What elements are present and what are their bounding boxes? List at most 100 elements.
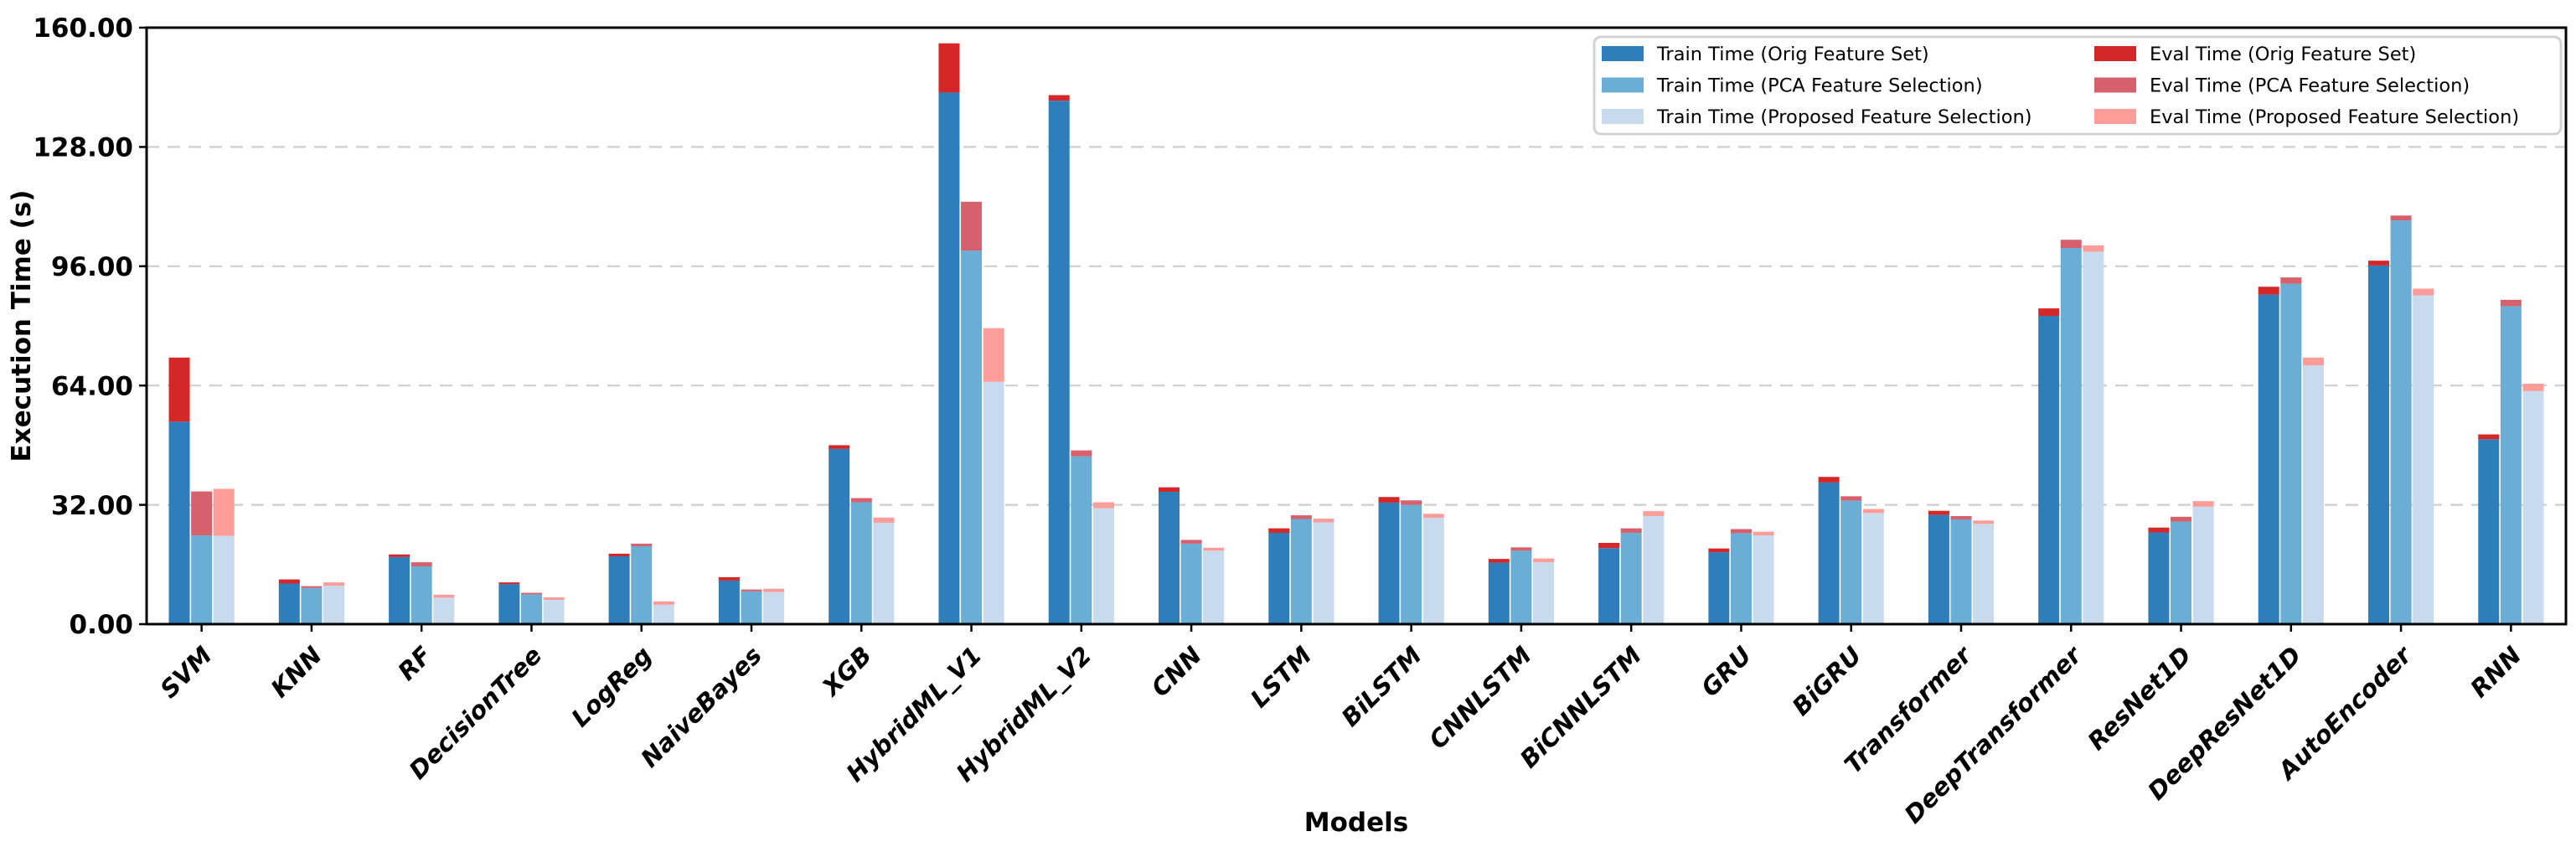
bar-train-pca-BiGRU <box>1840 500 1862 624</box>
bar-eval-orig-XGB <box>829 445 850 449</box>
x-tick-label: BiGRU <box>1787 641 1867 721</box>
bar-eval-proposed-LSTM <box>1313 519 1334 523</box>
bar-train-orig-CNNLSTM <box>1488 562 1510 624</box>
bar-eval-pca-HybridML_V2 <box>1071 450 1092 457</box>
bar-eval-proposed-NaiveBayes <box>763 588 785 592</box>
bar-train-proposed-DeepTransformer <box>2083 251 2104 624</box>
bar-train-proposed-RF <box>433 597 455 624</box>
tick-labels: 0.00 32.00 64.00 96.00 128.00 160.00 SVM KNN RF D… <box>33 13 2527 829</box>
x-tick-label: BiLSTM <box>1336 641 1427 732</box>
legend-swatch-train-orig <box>1602 46 1644 61</box>
bar-train-orig-HybridML_V2 <box>1048 101 1070 625</box>
legend-label-eval-orig: Eval Time (Orig Feature Set) <box>2150 44 2416 65</box>
bar-train-orig-AutoEncoder <box>2367 265 2389 624</box>
bar-eval-pca-DecisionTree <box>520 592 542 595</box>
bar-eval-orig-SVM <box>168 357 190 422</box>
bar-eval-proposed-LogReg <box>653 601 674 605</box>
bar-eval-proposed-BiGRU <box>1862 509 1884 514</box>
bar-eval-orig-AutoEncoder <box>2367 261 2389 266</box>
bar-train-proposed-DeepResNet1D <box>2302 365 2324 624</box>
bar-eval-orig-KNN <box>278 579 300 584</box>
x-tick-label: KNN <box>266 641 328 703</box>
bar-eval-pca-AutoEncoder <box>2390 215 2412 221</box>
bar-eval-proposed-DeepTransformer <box>2083 245 2104 252</box>
bar-eval-proposed-RNN <box>2522 383 2544 391</box>
gridlines <box>147 146 2566 506</box>
bar-eval-orig-DeepResNet1D <box>2258 287 2279 295</box>
y-tick-label: 128.00 <box>33 133 133 163</box>
legend: Train Time (Orig Feature Set) Train Time … <box>1593 35 2563 136</box>
bar-eval-orig-LogReg <box>608 553 630 557</box>
bar-train-pca-BiCNNLSTM <box>1620 532 1642 624</box>
bar-eval-proposed-BiLSTM <box>1422 514 1444 519</box>
bar-train-pca-ResNet1D <box>2171 521 2192 624</box>
bar-train-orig-NaiveBayes <box>718 580 740 624</box>
bar-eval-pca-ResNet1D <box>2171 516 2192 522</box>
legend-label-eval-proposed: Eval Time (Proposed Feature Selection) <box>2150 106 2519 128</box>
bar-train-pca-DecisionTree <box>520 594 542 624</box>
bar-eval-orig-BiGRU <box>1818 477 1840 483</box>
bar-eval-proposed-HybridML_V1 <box>983 328 1004 382</box>
bar-eval-orig-LSTM <box>1268 528 1290 533</box>
bar-train-pca-HybridML_V1 <box>961 250 983 624</box>
bar-train-orig-DecisionTree <box>498 584 520 624</box>
bar-train-proposed-HybridML_V2 <box>1092 508 1114 624</box>
bar-train-orig-KNN <box>278 583 300 624</box>
bar-eval-orig-GRU <box>1708 548 1730 553</box>
bar-eval-proposed-HybridML_V2 <box>1092 502 1114 509</box>
bar-train-proposed-LogReg <box>653 604 674 624</box>
bar-train-proposed-CNN <box>1203 550 1225 624</box>
bar-eval-pca-NaiveBayes <box>741 589 762 591</box>
bar-eval-orig-ResNet1D <box>2148 527 2170 533</box>
bar-eval-proposed-BiCNNLSTM <box>1643 511 1665 516</box>
bar-train-proposed-CNNLSTM <box>1533 562 1555 624</box>
bar-train-orig-BiGRU <box>1818 482 1840 624</box>
y-axis-title: Execution Time (s) <box>7 190 37 462</box>
bar-train-orig-LSTM <box>1268 532 1290 624</box>
bar-train-pca-CNN <box>1180 543 1202 624</box>
bar-eval-orig-RNN <box>2478 434 2500 440</box>
bar-train-pca-DeepResNet1D <box>2280 283 2302 624</box>
bar-eval-pca-BiCNNLSTM <box>1620 528 1642 533</box>
bar-eval-proposed-DeepResNet1D <box>2302 357 2324 366</box>
bar-eval-pca-HybridML_V1 <box>961 201 983 251</box>
y-tick-label: 32.00 <box>51 491 133 521</box>
bar-eval-orig-RF <box>389 554 410 557</box>
bar-train-pca-LogReg <box>631 545 653 624</box>
bar-eval-proposed-KNN <box>323 582 345 586</box>
bar-train-orig-BiCNNLSTM <box>1598 548 1620 624</box>
bar-train-pca-NaiveBayes <box>741 591 762 624</box>
bar-eval-orig-HybridML_V1 <box>938 43 960 93</box>
legend-swatch-train-proposed <box>1602 109 1644 124</box>
bar-eval-pca-XGB <box>850 498 872 503</box>
bar-train-pca-Transformer <box>1950 519 1972 624</box>
x-tick-label: LSTM <box>1245 641 1317 713</box>
bar-train-proposed-BiLSTM <box>1422 518 1444 624</box>
tick-marks <box>139 26 2512 632</box>
legend-label-train-pca: Train Time (PCA Feature Selection) <box>1656 75 1983 97</box>
bar-train-proposed-DecisionTree <box>543 600 565 624</box>
bar-train-proposed-AutoEncoder <box>2413 295 2434 624</box>
bar-train-orig-Transformer <box>1928 514 1949 624</box>
bar-train-orig-GRU <box>1708 552 1730 624</box>
x-tick-label: SVM <box>154 641 217 704</box>
bar-train-orig-BiLSTM <box>1378 502 1400 624</box>
bar-train-orig-DeepResNet1D <box>2258 294 2279 624</box>
bar-eval-pca-LSTM <box>1290 515 1312 519</box>
legend-label-eval-pca: Eval Time (PCA Feature Selection) <box>2150 75 2470 97</box>
bar-train-pca-GRU <box>1730 533 1752 624</box>
legend-swatch-eval-pca <box>2094 77 2136 93</box>
bar-eval-pca-DeepTransformer <box>2060 240 2082 248</box>
bar-eval-proposed-ResNet1D <box>2192 501 2214 507</box>
x-tick-label: DeepTransformer <box>1899 640 2088 829</box>
legend-swatch-train-pca <box>1602 77 1644 93</box>
legend-label-train-orig: Train Time (Orig Feature Set) <box>1656 44 1929 65</box>
bar-train-pca-LSTM <box>1290 519 1312 624</box>
legend-swatch-eval-orig <box>2094 46 2136 61</box>
bar-train-pca-BiLSTM <box>1401 504 1422 624</box>
bar-eval-orig-NaiveBayes <box>718 576 740 581</box>
x-tick-label: ResNet1D <box>2082 641 2197 756</box>
bar-train-proposed-KNN <box>323 586 345 624</box>
